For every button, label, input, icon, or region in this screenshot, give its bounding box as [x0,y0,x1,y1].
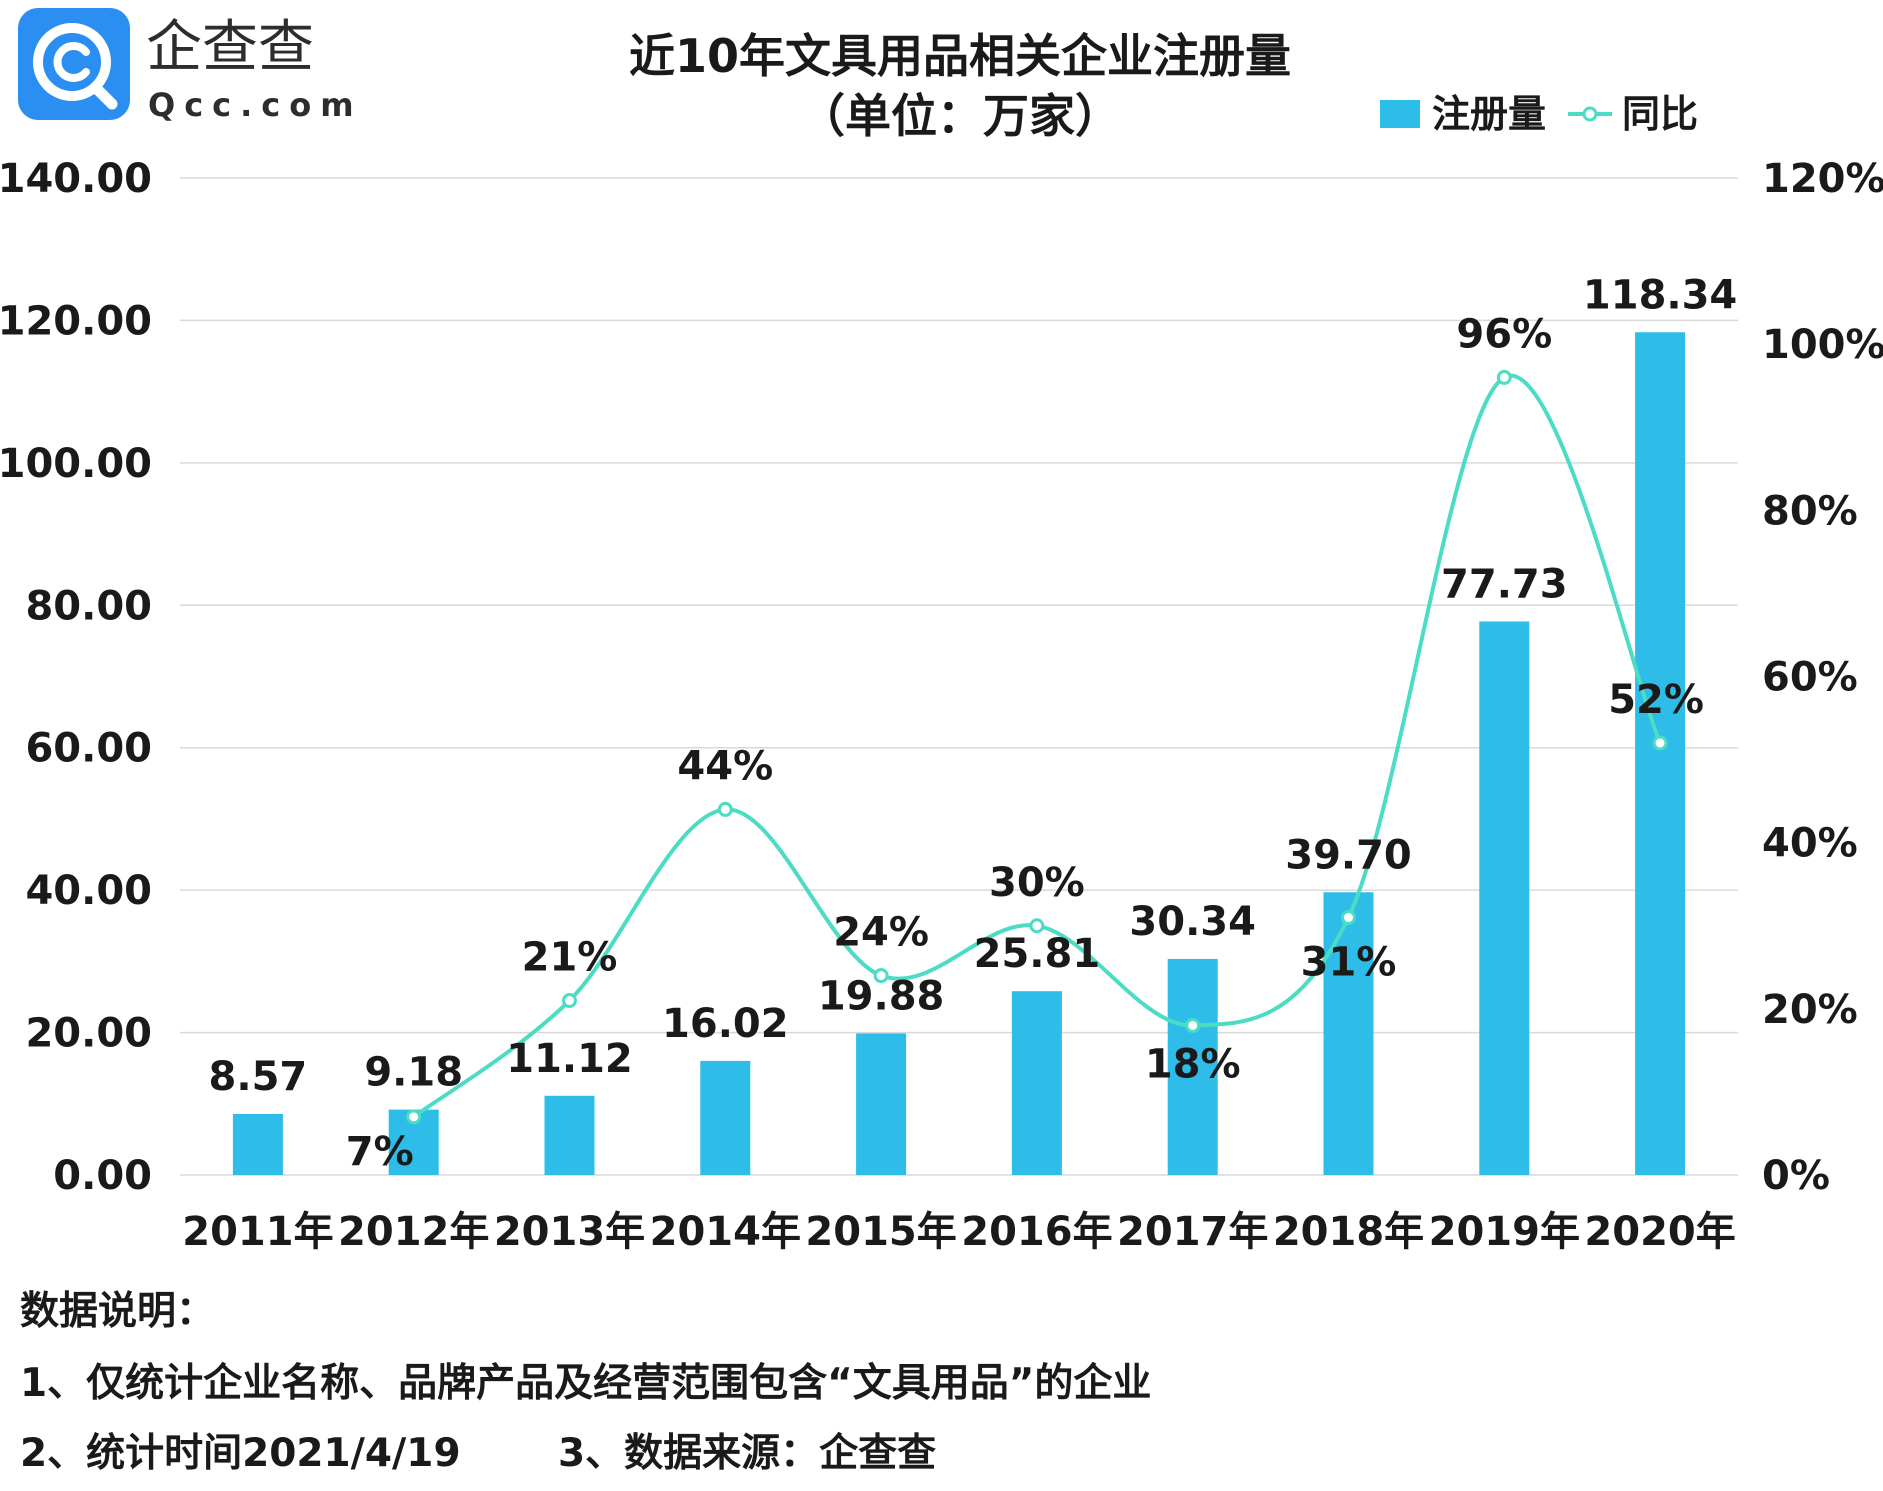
yoy-value-label: 24% [833,910,929,956]
yoy-value-label: 21% [522,935,618,981]
bar [1011,991,1062,1175]
left-tick-label: 20.00 [25,1011,152,1057]
right-tick-label: 120% [1762,156,1883,202]
chart-subtitle: （单位：万家） [799,89,1121,143]
bar-value-label: 8.57 [209,1054,308,1100]
left-tick-label: 120.00 [0,298,152,344]
x-axis: 2011年 2012年 2013年 2014年 2015年 2016年 2017年 2018年… [182,1209,1736,1255]
chart: 企查查 Qcc.com 近10年文具用品相关企业注册量 （单位：万家） 注册量 … [0,8,1883,1255]
right-tick-label: 60% [1762,655,1858,701]
bar-value-label: 118.34 [1583,272,1737,318]
yoy-point [1029,918,1045,934]
bar [856,1033,907,1175]
right-axis: 0% 20% 40% 60% 80% 100% 120% [1762,156,1883,1199]
x-tick-label: 2018年 [1273,1209,1424,1255]
yoy-point [873,968,889,984]
left-tick-label: 0.00 [53,1153,152,1199]
x-tick-label: 2013年 [494,1209,645,1255]
bar-value-label: 77.73 [1441,561,1568,607]
yoy-value-label: 7% [346,1129,414,1175]
gridlines [180,177,1738,1176]
legend-bar-swatch [1380,100,1420,128]
line-series [406,369,1668,1125]
right-tick-label: 80% [1762,488,1858,534]
logo: 企查查 Qcc.com [18,8,363,124]
yoy-point [1341,909,1356,925]
left-tick-label: 80.00 [25,583,152,629]
bar-value-label: 16.02 [662,1001,789,1047]
left-tick-label: 40.00 [25,868,152,914]
x-tick-label: 2015年 [805,1209,956,1255]
x-tick-label: 2016年 [961,1209,1112,1255]
right-tick-label: 100% [1762,322,1883,368]
bar-value-label: 39.70 [1285,832,1412,878]
notes-line-3: 3、数据来源：企查查 [558,1431,937,1476]
legend-label-yoy: 同比 [1622,92,1698,136]
logo-name: 企查查 [146,15,314,80]
x-tick-label: 2019年 [1429,1209,1580,1255]
logo-domain: Qcc.com [148,86,363,124]
bar-value-label: 9.18 [364,1050,463,1096]
left-tick-label: 60.00 [25,726,152,772]
bar [544,1095,595,1175]
bar [700,1060,751,1175]
bar-value-label: 11.12 [506,1036,633,1082]
right-tick-label: 0% [1762,1153,1830,1199]
yoy-point [717,801,733,817]
right-tick-label: 40% [1762,821,1858,867]
bar-value-label: 19.88 [818,973,945,1019]
notes-line-2: 2、统计时间2021/4/19 [20,1431,461,1476]
yoy-point [406,1109,422,1125]
x-tick-label: 2020年 [1584,1209,1735,1255]
x-tick-label: 2014年 [650,1209,801,1255]
yoy-line [412,373,1662,1119]
chart-title: 近10年文具用品相关企业注册量 [629,29,1291,83]
yoy-point [1496,369,1512,385]
yoy-value-label: 18% [1145,1041,1241,1087]
left-tick-label: 140.00 [0,156,152,202]
yoy-point [1185,1017,1201,1033]
yoy-value-label: 52% [1608,677,1704,723]
bar [1167,958,1218,1175]
notes-heading: 数据说明： [20,1289,216,1334]
yoy-value-label: 31% [1301,939,1397,985]
x-tick-label: 2011年 [182,1209,333,1255]
left-tick-label: 100.00 [0,441,152,487]
bar-value-label: 30.34 [1129,899,1256,945]
notes-line-1: 1、仅统计企业名称、品牌产品及经营范围包含“文具用品”的企业 [20,1361,1152,1406]
legend-line-swatch [1568,106,1612,122]
yoy-point [1652,735,1668,751]
bar [1635,332,1686,1176]
yoy-point [562,993,577,1009]
bar [232,1113,283,1175]
bar-value-label: 25.81 [974,931,1101,977]
legend: 注册量 同比 [1380,92,1698,136]
bar [1479,621,1530,1175]
legend-label-registrations: 注册量 [1432,92,1546,136]
right-tick-label: 20% [1762,987,1858,1033]
bar-series [232,332,1686,1176]
left-axis: 0.00 20.00 40.00 60.00 80.00 100.00 120.00 140.… [0,156,152,1199]
magnifier-c-icon [33,23,118,110]
bar [1323,892,1374,1175]
yoy-value-label: 30% [989,860,1085,906]
x-tick-label: 2017年 [1117,1209,1268,1255]
yoy-value-label: 96% [1456,311,1552,357]
data-labels: 8.57 9.18 11.12 16.02 19.88 25.81 30.34 39.70 77… [209,272,1738,1175]
yoy-value-label: 44% [677,743,773,789]
x-tick-label: 2012年 [338,1209,489,1255]
